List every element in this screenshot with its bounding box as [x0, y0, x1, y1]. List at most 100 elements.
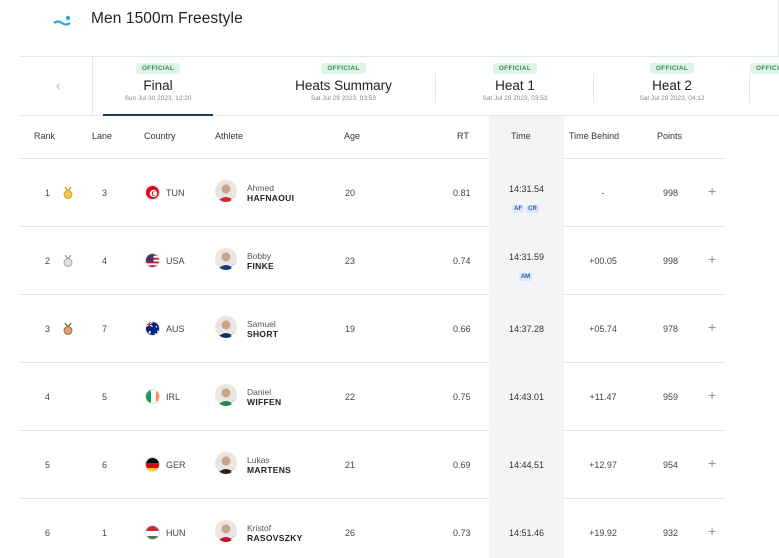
athlete-avatar[interactable]: [215, 316, 237, 338]
table-row[interactable]: 4 5 IRL Daniel WIFFEN 22 0.75 14:43.01 +…: [20, 363, 726, 431]
expand-plus-icon[interactable]: +: [708, 183, 717, 199]
official-badge: OFFICIAL: [750, 63, 779, 74]
athlete-avatar[interactable]: [215, 384, 237, 406]
silver-medal-icon: [63, 255, 73, 267]
time-column-highlight: [489, 116, 564, 159]
table-row[interactable]: 5 6 GER Lukas MARTENS 21 0.69 14:44.51 +…: [20, 431, 726, 499]
country-code: GER: [166, 460, 186, 470]
reaction-time: 0.73: [453, 528, 471, 538]
tab-heat-1[interactable]: OFFICIAL Heat 1 Sat Jul 29 2023, 03:53: [436, 57, 594, 116]
athlete-last-name[interactable]: WIFFEN: [247, 397, 282, 407]
rank-value: 5: [45, 460, 51, 470]
expand-plus-icon[interactable]: +: [708, 251, 717, 267]
avatar-status-dot: [231, 536, 237, 542]
tab-heat-2[interactable]: OFFICIAL Heat 2 Sat Jul 29 2023, 04:12: [594, 57, 750, 116]
active-tab-indicator: [103, 114, 213, 116]
lane-value: 4: [102, 256, 108, 266]
time-behind: +19.92: [589, 528, 617, 538]
time-column-highlight: [489, 227, 564, 295]
age-value: 20: [345, 188, 356, 198]
athlete-last-name[interactable]: RASOVSZKY: [247, 533, 303, 543]
points-value: 954: [663, 460, 679, 470]
reaction-time: 0.74: [453, 256, 471, 266]
column-time[interactable]: Time: [511, 131, 531, 141]
lane-value: 5: [102, 392, 108, 402]
swimmer-icon: [53, 15, 71, 26]
chevron-left-icon[interactable]: ‹: [56, 78, 61, 93]
athlete-last-name[interactable]: FINKE: [247, 261, 274, 271]
tab-final[interactable]: OFFICIAL Final Sun Jul 30 2023, 12:20: [103, 57, 213, 116]
avatar-status-dot: [231, 196, 237, 202]
tab-label: Final: [143, 78, 173, 93]
avatar-status-dot: [231, 332, 237, 338]
record-badges: AM: [489, 265, 564, 283]
athlete-avatar[interactable]: [215, 248, 237, 270]
athlete-avatar[interactable]: [215, 520, 237, 542]
tab-separator: [749, 73, 750, 103]
record-badge: AF: [512, 205, 525, 213]
lane-value: 6: [102, 460, 108, 470]
table-row[interactable]: 2 4 USA Bobby FINKE 23 0.74 14:31.59 AM …: [20, 227, 726, 295]
column-country[interactable]: Country: [144, 131, 176, 141]
lane-value: 1: [102, 528, 108, 538]
tab-separator: [593, 73, 594, 103]
rank-value: 4: [45, 392, 51, 402]
flag-icon: [145, 457, 160, 472]
column-points[interactable]: Points: [657, 131, 683, 141]
tab-label: Heat 1: [495, 78, 535, 93]
country-code: IRL: [166, 392, 181, 402]
column-athlete[interactable]: Athlete: [215, 131, 244, 141]
tab-date: Sat Jul 29 2023, 04:12: [639, 95, 705, 102]
age-value: 21: [345, 460, 356, 470]
age-value: 23: [345, 256, 356, 266]
tab-label: Heats Summary: [295, 78, 392, 93]
column-age[interactable]: Age: [344, 131, 361, 141]
race-time: 14:37.28: [508, 324, 545, 334]
age-value: 26: [345, 528, 356, 538]
time-column-highlight: [489, 363, 564, 431]
flag-icon: [145, 525, 160, 540]
rank-value: 2: [45, 256, 51, 266]
athlete-last-name[interactable]: MARTENS: [247, 465, 292, 475]
athlete-avatar[interactable]: [215, 452, 237, 474]
athlete-last-name[interactable]: HAFNAOUI: [247, 193, 295, 203]
athlete-first-name[interactable]: Ahmed: [247, 183, 274, 193]
athlete-first-name[interactable]: Kristof: [247, 523, 272, 533]
column-rank[interactable]: Rank: [34, 131, 56, 141]
athlete-first-name[interactable]: Daniel: [247, 387, 272, 397]
column-rt[interactable]: RT: [457, 131, 469, 141]
time-column-highlight: [489, 499, 564, 558]
table-row[interactable]: 3 7 AUS Samuel SHORT 19 0.66 14:37.28 +0…: [20, 295, 726, 363]
athlete-first-name[interactable]: Lukas: [247, 455, 270, 465]
column-time-behind[interactable]: Time Behind: [569, 131, 620, 141]
race-time: 14:51.46: [508, 528, 545, 538]
rank-value: 6: [45, 528, 51, 538]
athlete-first-name[interactable]: Bobby: [247, 251, 272, 261]
tab-date: Sat Jul 29 2023, 03:53: [310, 95, 377, 102]
table-row[interactable]: 1 3 TUN Ahmed HAFNAOUI 20 0.81 14:31.54 …: [20, 159, 726, 227]
country-code: TUN: [166, 188, 185, 198]
flag-icon: [145, 389, 160, 404]
official-badge: OFFICIAL: [492, 63, 538, 74]
expand-plus-icon[interactable]: +: [708, 455, 717, 471]
tab-next-partial[interactable]: OFFICIAL: [750, 57, 779, 116]
athlete-first-name[interactable]: Samuel: [247, 319, 276, 329]
expand-plus-icon[interactable]: +: [708, 523, 717, 539]
tab-heats-summary[interactable]: OFFICIAL Heats Summary Sat Jul 29 2023, …: [251, 57, 436, 116]
event-header: Men 1500m Freestyle: [20, 0, 779, 57]
expand-plus-icon[interactable]: +: [708, 319, 717, 335]
age-value: 19: [345, 324, 356, 334]
expand-plus-icon[interactable]: +: [708, 387, 717, 403]
race-time: 14:31.59: [508, 252, 545, 262]
tab-separator: [435, 73, 436, 103]
athlete-avatar[interactable]: [215, 180, 237, 202]
official-badge: OFFICIAL: [321, 63, 366, 74]
reaction-time: 0.81: [453, 188, 471, 198]
column-lane[interactable]: Lane: [92, 131, 113, 141]
table-row[interactable]: 6 1 HUN Kristof RASOVSZKY 26 0.73 14:51.…: [20, 499, 726, 558]
tab-date: Sat Jul 29 2023, 03:53: [482, 95, 548, 102]
lane-value: 7: [102, 324, 108, 334]
country-code: USA: [166, 256, 185, 266]
athlete-last-name[interactable]: SHORT: [247, 329, 279, 339]
flag-icon: [145, 321, 160, 336]
